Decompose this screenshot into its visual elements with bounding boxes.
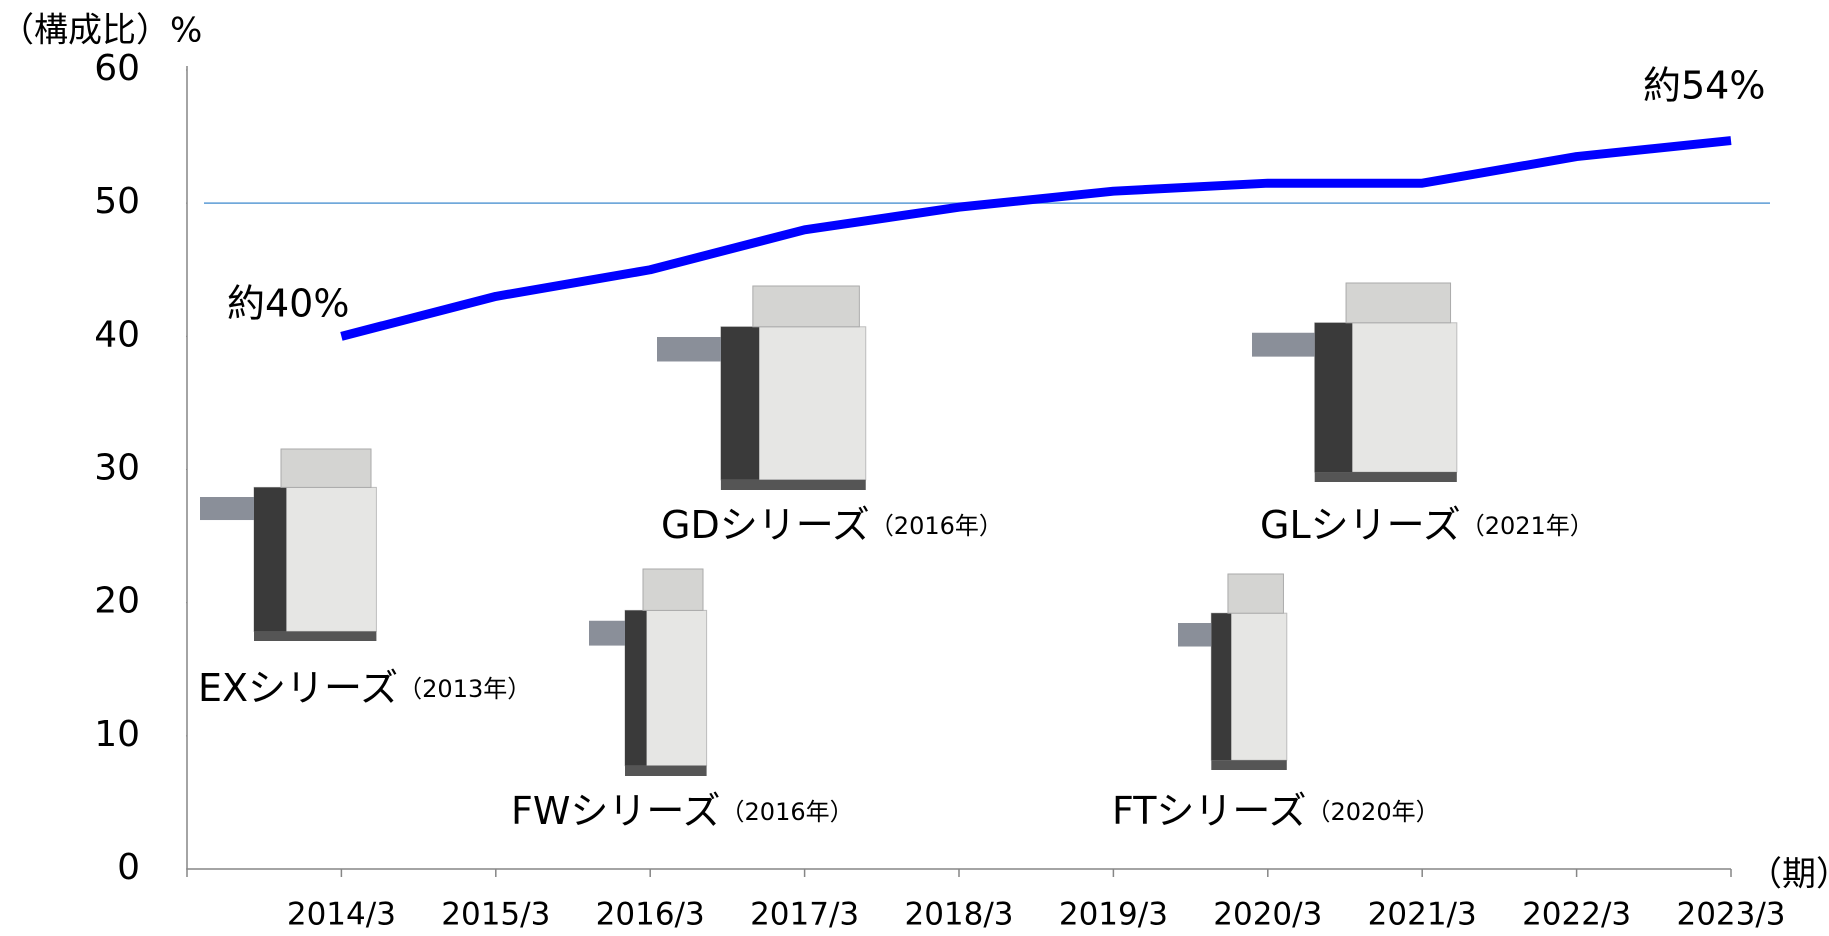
product-label: FWシリーズ（2016年）: [511, 789, 854, 833]
printer-tray: [1252, 333, 1315, 357]
printer-image: [1178, 574, 1287, 770]
x-tick-label: 2021/3: [1368, 897, 1477, 933]
product-name: FTシリーズ: [1112, 789, 1307, 833]
printer-image: [657, 286, 866, 490]
x-axis-label: （期）: [1748, 855, 1829, 895]
product-label: GLシリーズ（2021年）: [1260, 503, 1594, 547]
x-tick-label: 2017/3: [750, 897, 859, 933]
product-year: （2021年）: [1461, 512, 1594, 540]
x-tick-label: 2014/3: [287, 897, 396, 933]
printer-tray: [657, 337, 721, 361]
x-tick-label: 2023/3: [1676, 897, 1785, 933]
printer-image: [589, 569, 707, 776]
x-tick-label: 2020/3: [1213, 897, 1322, 933]
x-tick-label: 2018/3: [904, 897, 1013, 933]
printer-tray: [589, 621, 625, 646]
printer-image: [1252, 283, 1457, 482]
product-year: （2013年）: [398, 675, 531, 703]
product-name: FWシリーズ: [511, 789, 721, 833]
x-tick-label: 2016/3: [596, 897, 705, 933]
product-year: （2016年）: [870, 512, 1003, 540]
x-tick-label: 2022/3: [1522, 897, 1631, 933]
product-label: FTシリーズ（2020年）: [1112, 789, 1440, 833]
product-name: GLシリーズ: [1260, 503, 1461, 547]
data-line: [341, 141, 1731, 337]
product-label: GDシリーズ（2016年）: [661, 503, 1003, 547]
printer-tray: [1178, 623, 1211, 647]
x-tick-label: 2019/3: [1059, 897, 1168, 933]
product-label: EXシリーズ（2013年）: [198, 666, 531, 710]
printer-base: [721, 480, 866, 490]
y-tick-label: 0: [117, 847, 140, 888]
x-tick-label: 2015/3: [441, 897, 550, 933]
printer-scanner: [1346, 283, 1451, 323]
product-name: GDシリーズ: [661, 503, 870, 547]
y-tick-label: 10: [94, 714, 140, 755]
product-name: EXシリーズ: [198, 666, 398, 710]
printer-panel: [1315, 323, 1353, 472]
printer-scanner: [1228, 574, 1284, 613]
printer-panel: [625, 610, 647, 765]
printer-scanner: [643, 569, 703, 610]
annotation: 約40%: [227, 282, 349, 326]
printer-tray: [200, 497, 254, 520]
y-tick-label: 30: [94, 448, 140, 489]
annotation: 約54%: [1643, 64, 1765, 108]
printer-base: [1211, 760, 1286, 770]
chart: （構成比）% （期） 約40% 約54% 0 10 20 30 40 50 60 2014/3…: [0, 0, 1829, 936]
printer-base: [1315, 472, 1457, 482]
printer-base: [625, 766, 707, 776]
product-year: （2016年）: [721, 798, 854, 826]
y-axis-label: （構成比）%: [0, 11, 202, 51]
y-tick-label: 20: [94, 581, 140, 622]
printer-image: [200, 449, 376, 641]
y-tick-label: 60: [94, 48, 140, 89]
printer-panel: [721, 327, 759, 480]
printer-base: [254, 631, 376, 641]
printer-panel: [1211, 613, 1231, 760]
printer-scanner: [753, 286, 860, 327]
printer-panel: [254, 487, 286, 631]
y-tick-label: 40: [94, 314, 140, 355]
product-year: （2020年）: [1307, 798, 1440, 826]
printer-scanner: [281, 449, 371, 487]
y-tick-label: 50: [94, 181, 140, 222]
